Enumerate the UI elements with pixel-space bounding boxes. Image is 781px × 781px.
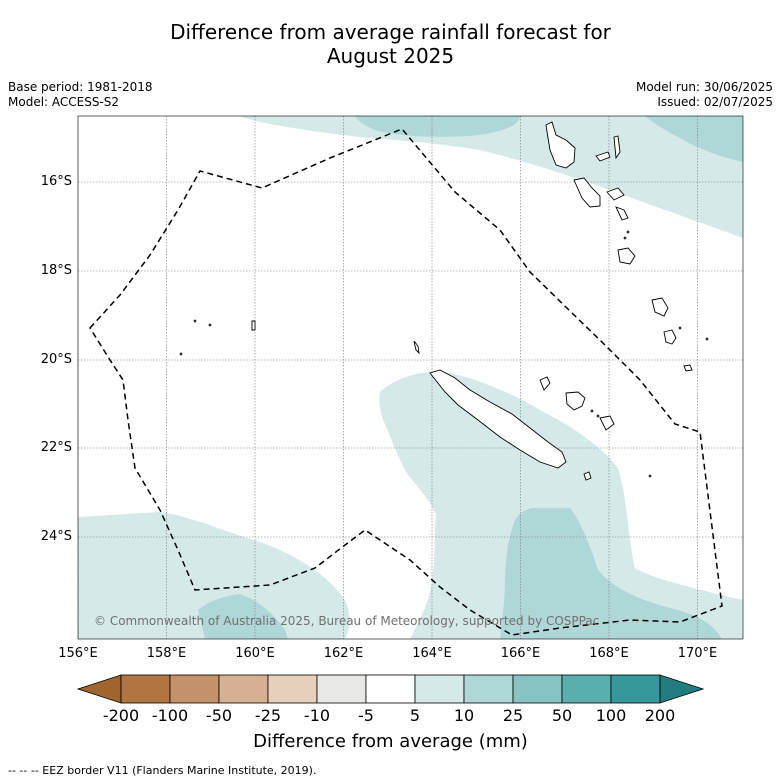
base-info: Base period: 1981-2018 Model: ACCESS-S2 [8, 80, 153, 110]
y-tick-label: 16°S [40, 174, 72, 189]
model-name: Model: ACCESS-S2 [8, 95, 120, 109]
x-tick-label: 158°E [146, 646, 187, 661]
anomaly-core-southwest [198, 594, 288, 639]
y-tick-label: 22°S [40, 440, 72, 455]
map-title: Difference from average rainfall forecas… [0, 20, 781, 68]
gridlines [78, 116, 743, 639]
colorbar-bin [169, 674, 220, 704]
coastlines [179, 121, 709, 481]
colorbar-bin [120, 674, 171, 704]
map-title-line-2: August 2025 [326, 44, 455, 68]
colorbar-bin [365, 674, 416, 704]
colorbar-tick-label: -5 [358, 706, 374, 725]
colorbar-extend-low [76, 674, 122, 704]
colorbar-tick-label: 25 [502, 706, 524, 725]
island-tanna [651, 297, 669, 317]
x-tick-label: 168°E [589, 646, 629, 661]
map-frame [77, 115, 744, 640]
base-period: Base period: 1981-2018 [8, 80, 153, 94]
issued-date: Issued: 02/07/2025 [657, 95, 773, 109]
y-tick-label: 24°S [40, 529, 72, 544]
colorbar-bin [610, 674, 661, 704]
island-new-caledonia [429, 369, 567, 469]
colorbar-tick-label: -200 [102, 706, 140, 725]
island-ambrym [606, 187, 625, 201]
x-tick-label: 170°E [677, 646, 718, 661]
colorbar-bin [414, 674, 465, 704]
colorbar-tick-label: -25 [254, 706, 282, 725]
x-tick-label: 166°E [500, 646, 541, 661]
eez-footnote: -- -- -- EEZ border V11 (Flanders Marine… [8, 764, 317, 777]
x-tick-label: 162°E [323, 646, 364, 661]
colorbar-tick-label: 200 [644, 706, 676, 725]
colorbar-title: Difference from average (mm) [253, 731, 528, 752]
colorbar-bin [267, 674, 318, 704]
colorbar [76, 674, 705, 704]
island-malekula [573, 177, 601, 208]
colorbar-bin [561, 674, 612, 704]
island-chesterfield [251, 320, 256, 331]
anomaly-area-new-caledonia [379, 371, 743, 639]
island-espiritu-santo [545, 121, 576, 169]
colorbar-bin [316, 674, 367, 704]
colorbar-tick-label: -50 [205, 706, 233, 725]
colorbar-tick-label: 100 [595, 706, 627, 725]
island-epi [615, 206, 629, 221]
colorbar-tick-label: -100 [151, 706, 189, 725]
island-ouvea [539, 376, 551, 391]
island-lifou [565, 391, 586, 411]
anomaly-core-northeast [645, 116, 743, 162]
colorbar-tick-label: 5 [409, 706, 421, 725]
eez-border [89, 128, 723, 636]
colorbar-tick-label: 50 [551, 706, 573, 725]
colorbar-extend-high [659, 674, 705, 704]
island-pentecost [595, 151, 611, 162]
island-mare [599, 415, 615, 431]
x-tick-label: 164°E [412, 646, 452, 661]
colorbar-tick-label: 10 [453, 706, 475, 725]
island-efate [617, 247, 636, 265]
y-tick-label: 20°S [40, 352, 72, 367]
island-isle-of-pines [583, 471, 592, 481]
model-run: Model run: 30/06/2025 [635, 80, 773, 94]
x-tick-label: 156°E [58, 646, 98, 661]
run-info: Model run: 30/06/2025 Issued: 02/07/2025 [636, 80, 773, 110]
island-maewo [613, 135, 621, 160]
island-aneityum [663, 329, 677, 345]
colorbar-tick-label: -10 [303, 706, 331, 725]
copyright-note: © Commonwealth of Australia 2025, Bureau… [94, 614, 600, 628]
anomaly-area-southwest [78, 512, 350, 639]
colorbar-bin [512, 674, 563, 704]
x-tick-label: 160°E [235, 646, 275, 661]
anomaly-core-southeast [500, 508, 722, 639]
colorbar-bin [218, 674, 269, 704]
map-title-line-1: Difference from average rainfall forecas… [170, 20, 611, 44]
island-erromango [683, 364, 693, 372]
island-belep [413, 340, 420, 355]
y-tick-label: 18°S [40, 263, 72, 278]
colorbar-bin [463, 674, 514, 704]
